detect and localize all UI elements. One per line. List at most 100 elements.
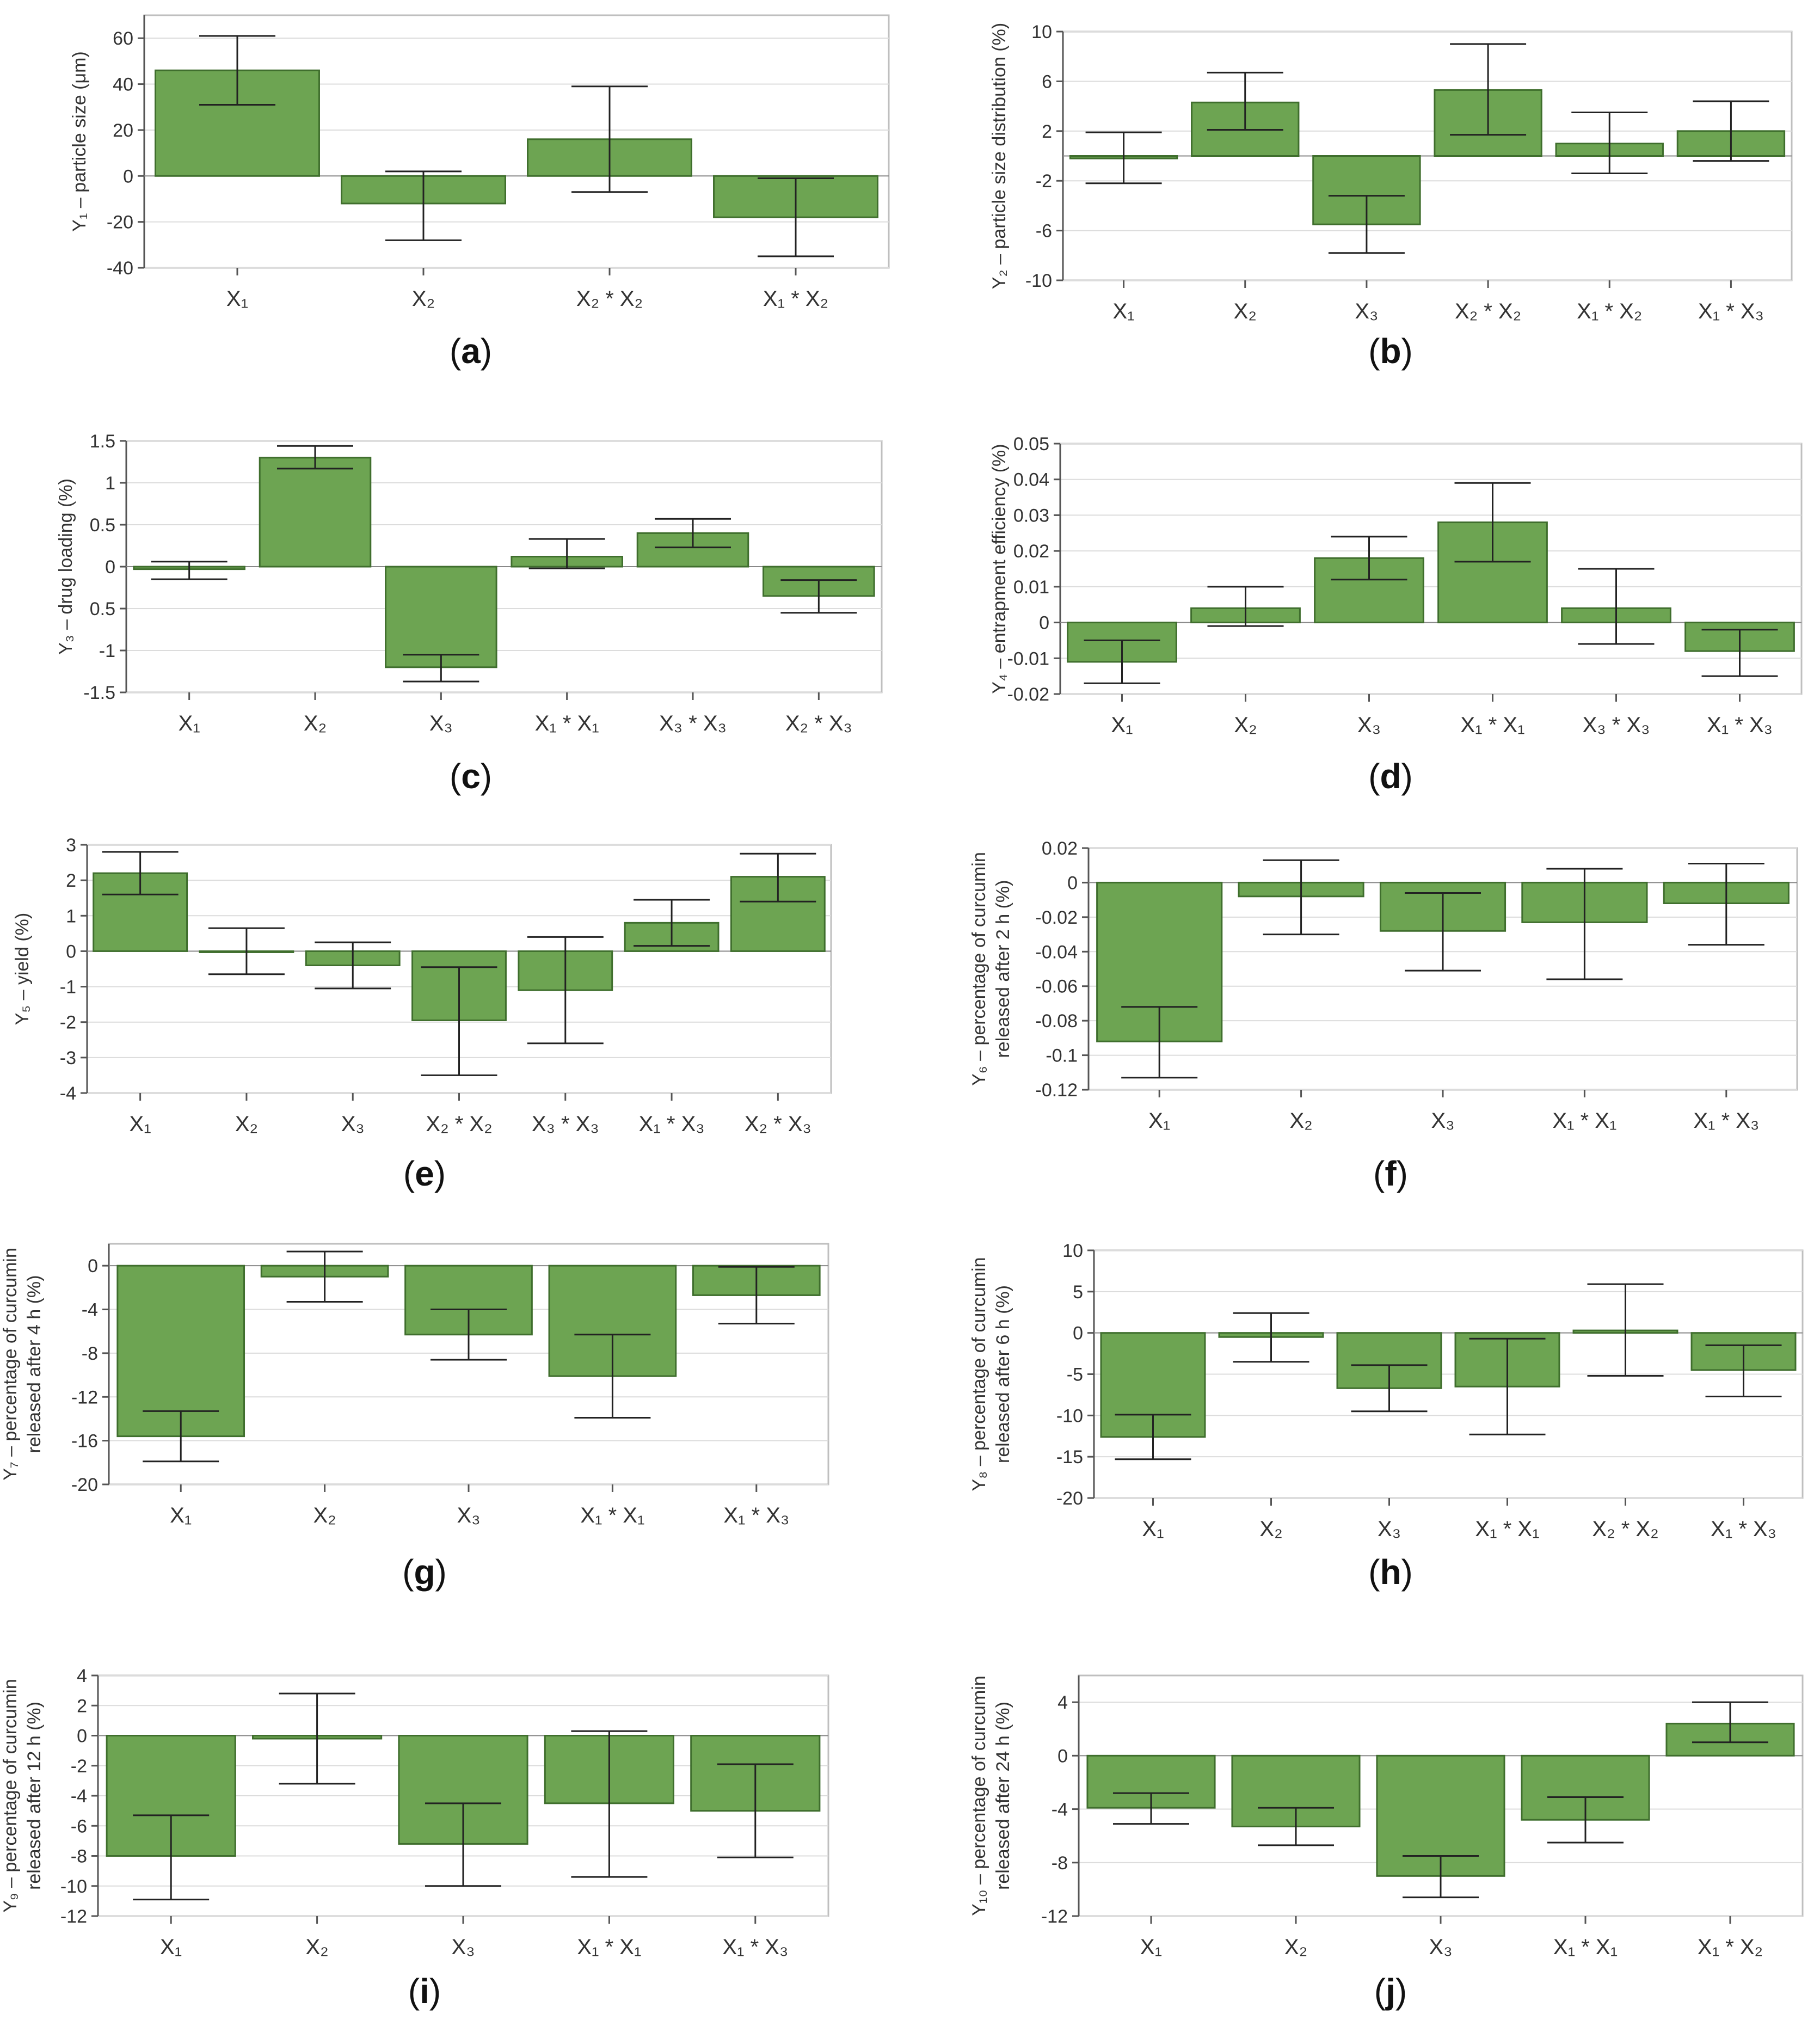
y-tick-label: 0 — [88, 1256, 98, 1276]
caption-letter: c — [461, 757, 481, 796]
y-tick-label: 0.02 — [1013, 541, 1049, 562]
x-tick-label: X₁ — [1112, 299, 1134, 323]
y-tick-label: 6 — [1042, 71, 1052, 92]
y-tick-label: -1 — [99, 641, 115, 661]
x-tick-label: X₁ * X₃ — [723, 1503, 789, 1527]
y-tick-label: -15 — [1056, 1447, 1083, 1468]
y-tick-label: -4 — [82, 1300, 98, 1321]
x-tick-label: X₂ — [313, 1503, 336, 1527]
chart-panel-i: 4 2 0 -2 -4 -6 -8 -10 -12 X₁ X₂ X₃ X₁ * X₁ X₁ * X₃ Y₉ … — [0, 1666, 829, 2011]
chart-panel-a: 60 40 20 0 -20 -40 X₁ X₂ X₂ * X₂ X₁ * X₂ Y₁ – part… — [69, 14, 890, 371]
x-tick-label: X₁ * X₁ — [1475, 1517, 1539, 1541]
y-tick-label: 0.04 — [1013, 470, 1049, 490]
y-tick-label: -12 — [1041, 1906, 1068, 1927]
x-tick-label: X₁ — [1140, 1935, 1162, 1959]
y-tick-label: 40 — [113, 75, 133, 95]
caption-letter: j — [1385, 1972, 1395, 2011]
y-tick-label: 1.5 — [90, 431, 115, 452]
y-tick-label: 0 — [66, 941, 76, 962]
x-tick-label: X₂ * X₂ — [426, 1112, 492, 1136]
y-axis-label: released after 4 h (%) — [24, 1275, 45, 1453]
y-tick-label: -0.02 — [1036, 907, 1078, 928]
x-tick-label: X₃ — [457, 1503, 481, 1527]
x-tick-label: X₁ * X₁ — [535, 711, 599, 735]
caption-paren-close: ) — [481, 757, 492, 796]
caption-paren-close: ) — [1395, 1972, 1407, 2011]
caption-letter: a — [461, 332, 481, 371]
x-tick-label: X₃ — [452, 1935, 475, 1959]
y-tick-label: 0 — [123, 166, 133, 187]
x-tick-label: X₂ — [235, 1112, 258, 1136]
y-tick-label: -8 — [1052, 1853, 1068, 1874]
y-tick-label: 0.5 — [90, 515, 115, 536]
caption-letter: h — [1380, 1552, 1401, 1592]
y-tick-label: 2 — [1042, 121, 1052, 142]
y-tick-label: -12 — [71, 1387, 98, 1408]
panel-caption: (b) — [1368, 332, 1413, 371]
y-tick-label: 0 — [1073, 1323, 1083, 1344]
y-tick-label: 0.05 — [1013, 434, 1049, 455]
x-tick-label: X₁ — [130, 1112, 151, 1136]
y-tick-label: -3 — [60, 1048, 76, 1069]
y-tick-label: -4 — [71, 1786, 87, 1807]
caption-paren-close: ) — [435, 1552, 447, 1592]
x-tick-label: X₁ * X₃ — [1707, 713, 1773, 737]
y-axis-label: Y₄ – entrapment efficiency (%) — [989, 444, 1010, 693]
x-tick-label: X₁ * X₁ — [577, 1935, 641, 1959]
y-tick-label: -20 — [1056, 1488, 1083, 1509]
y-tick-label: -10 — [1025, 271, 1052, 291]
y-tick-label: -12 — [60, 1906, 87, 1927]
x-tick-label: X₁ * X₁ — [1460, 713, 1524, 737]
y-tick-label: -0.02 — [1007, 684, 1050, 705]
x-tick-label: X₂ — [1234, 713, 1257, 737]
y-axis-label: Y₁ – particle size (μm) — [69, 51, 90, 231]
x-tick-label: X₃ * X₃ — [1583, 713, 1650, 737]
y-tick-label: 0.01 — [1013, 577, 1049, 598]
caption-paren-open: ( — [1368, 757, 1380, 796]
chart-panel-h: 10 5 0 -5 -10 -15 -20 X₁ X₂ X₃ X₁ * X₁ X₂ * X₂ X₁ * … — [969, 1241, 1804, 1592]
y-tick-label: -0.08 — [1036, 1011, 1078, 1032]
caption-letter: b — [1380, 332, 1401, 371]
x-tick-label: X₃ — [1355, 299, 1378, 323]
caption-paren-open: ( — [1368, 332, 1380, 371]
x-tick-label: X₁ — [226, 287, 248, 311]
caption-paren-close: ) — [1401, 1552, 1413, 1592]
y-tick-label: 10 — [1031, 22, 1052, 42]
y-tick-label: 4 — [77, 1666, 87, 1686]
y-axis-label: Y₃ – drug loading (%) — [56, 478, 76, 655]
x-tick-label: X₃ — [1429, 1935, 1453, 1959]
caption-paren-close: ) — [429, 1972, 441, 2011]
plot-frame — [1059, 443, 1803, 695]
bar — [1336, 1332, 1442, 1389]
y-axis-label: released after 12 h (%) — [24, 1702, 45, 1890]
caption-paren-close: ) — [1397, 1154, 1408, 1193]
x-tick-label: X₃ — [341, 1112, 365, 1136]
y-tick-label: 2 — [66, 870, 76, 891]
y-tick-label: -0.1 — [1046, 1046, 1078, 1066]
caption-letter: d — [1380, 757, 1401, 796]
y-axis-label: Y₈ – percentage of curcumin — [969, 1257, 989, 1491]
y-tick-label: 0 — [1067, 873, 1078, 893]
x-tick-label: X₁ — [1142, 1517, 1164, 1541]
y-tick-label: -0.12 — [1036, 1080, 1078, 1101]
x-tick-label: X₁ * X₃ — [1711, 1517, 1776, 1541]
y-tick-label: -6 — [71, 1816, 87, 1837]
caption-paren-open: ( — [1374, 1972, 1386, 2011]
y-tick-label: -2 — [71, 1756, 87, 1777]
caption-paren-open: ( — [408, 1972, 420, 2011]
y-axis-label: Y₆ – percentage of curcumin — [969, 852, 989, 1086]
chart-panel-d: 0.05 0.04 0.03 0.02 0.01 0 -0.01 -0.02 X₁ X₂ X₃ X₁ … — [989, 434, 1803, 796]
y-tick-label: -40 — [107, 258, 133, 279]
y-tick-label: -10 — [1056, 1405, 1083, 1426]
y-axis-label: Y₉ – percentage of curcumin — [0, 1679, 21, 1912]
caption-letter: g — [414, 1552, 435, 1592]
caption-letter: f — [1385, 1154, 1397, 1193]
y-tick-label: 0.03 — [1013, 505, 1049, 526]
y-axis-label: Y₁₀ – percentage of curcumin — [969, 1675, 989, 1916]
x-tick-label: X₂ * X₂ — [1455, 299, 1521, 323]
x-tick-label: X₃ * X₃ — [659, 711, 727, 735]
caption-paren-open: ( — [450, 332, 461, 371]
x-tick-label: X₁ * X₃ — [1698, 299, 1764, 323]
caption-paren-open: ( — [1368, 1552, 1380, 1592]
caption-paren-close: ) — [481, 332, 492, 371]
